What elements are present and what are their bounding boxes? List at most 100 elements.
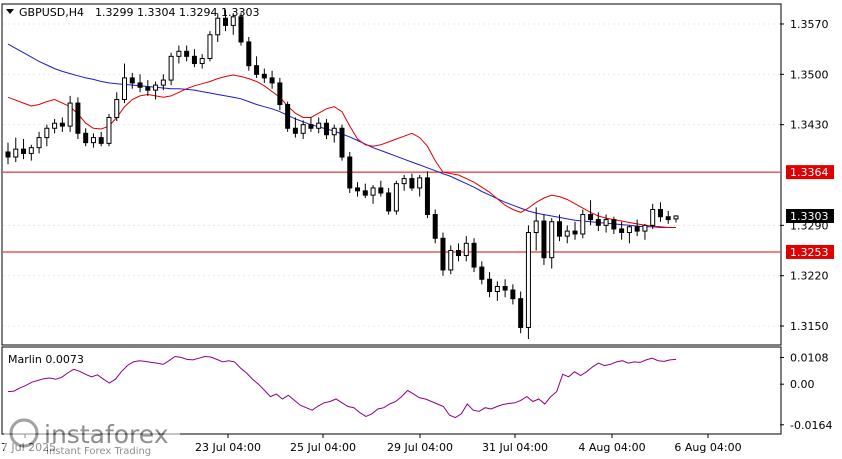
candle-body-bull [331,127,337,136]
candle-body-bull [215,17,221,36]
candle-body-bull [370,187,376,196]
x-tick-label: 25 Jul 04:00 [290,441,356,454]
candle [401,175,407,191]
candle [21,139,27,160]
candle-body-bull [401,178,407,185]
candle [378,180,384,197]
candle-body-bear [137,82,143,88]
candle [145,80,151,96]
candle-body-bear [657,209,663,218]
candle-body-bear [222,17,228,26]
candle-body-bear [572,230,578,235]
candle [323,118,329,140]
candle [300,120,306,140]
candle-body-bull [153,84,159,91]
candle [580,209,586,239]
candle [518,291,524,334]
candle-body-bull [417,177,423,189]
candle [393,180,399,215]
candle-body-bull [28,147,34,154]
candle-body-bear [129,77,135,84]
candle-body-bear [83,132,89,144]
candle-body-bull [122,77,128,100]
candle-body-bull [533,220,539,234]
indicator-y-tick-label: -0.0164 [790,419,832,432]
dropdown-triangle-icon[interactable] [6,9,14,14]
candle-body-bear [362,190,368,196]
candle [316,117,322,134]
level-price-tag [786,165,834,180]
candle-body-bull [300,124,306,134]
candle [261,68,267,83]
candle [611,216,617,234]
candle [409,173,415,191]
candle-body-bull [52,122,58,129]
candle-body-bear [269,77,275,84]
candle [440,232,446,276]
candle-body-bear [432,214,438,239]
level-price-label: 1.3364 [790,166,829,179]
horizontal-levels: 1.3364 1.3253 1.3303 [3,165,834,259]
y-tick-label: 1.3290 [790,219,829,232]
candle-body-bear [510,289,516,300]
candle-body-bear [59,122,65,127]
x-tick-label: 4 Aug 04:00 [578,441,645,454]
candle [222,9,228,32]
candle-body-bull [199,57,205,65]
candle [595,212,601,232]
candle-body-bear [5,151,11,158]
candle-body-bear [479,266,485,280]
candle-body-bear [339,127,345,158]
candle [191,49,197,68]
level-price-label: 1.3253 [790,246,829,259]
candle [355,182,361,197]
candle-body-bear [588,214,594,221]
candle-body-bull [448,250,454,271]
candle-body-bull [90,137,96,144]
y-tick-label: 1.3570 [790,18,829,31]
candle [463,236,469,262]
candle-body-bear [75,102,81,134]
candle-body-bear [238,16,244,43]
candle [479,261,485,285]
candle [67,95,73,132]
candle [90,133,96,148]
candle-body-bear [502,285,508,291]
y-tick-label: 1.3150 [790,320,829,333]
candle [549,218,555,269]
candle [665,210,671,224]
candle-body-bull [564,230,570,237]
candle [184,45,190,62]
x-tick-label: 23 Jul 04:00 [195,441,261,454]
candle [432,209,438,244]
candle-body-bear [611,219,617,230]
indicator-y-tick-label: 0.00 [790,378,815,391]
candle [207,31,213,62]
candle-body-bull [160,79,166,86]
candle-body-bear [471,242,477,268]
candle-body-bull [580,214,586,235]
candle [269,70,275,89]
candle-body-bull [642,224,648,232]
candle [292,117,298,138]
instaforex-logo-icon [9,418,39,448]
candle [417,175,423,197]
candle-body-bull [525,232,531,328]
candle [153,81,159,100]
candle [246,36,252,71]
candle-body-bull [207,34,213,59]
indicator-y-tick-label: 0.0108 [790,351,829,364]
candle [673,215,679,223]
candle-body-bull [230,16,236,26]
candle-body-bull [168,55,174,81]
candle [424,171,430,219]
candle [370,185,376,204]
candle [456,243,462,262]
candle-body-bear [184,50,190,57]
candle [199,54,205,69]
y-tick-label: 1.3220 [790,270,829,283]
watermark: instaforex Instant Forex Trading [4,414,180,458]
candle-body-bull [673,215,679,220]
candle [603,214,609,233]
